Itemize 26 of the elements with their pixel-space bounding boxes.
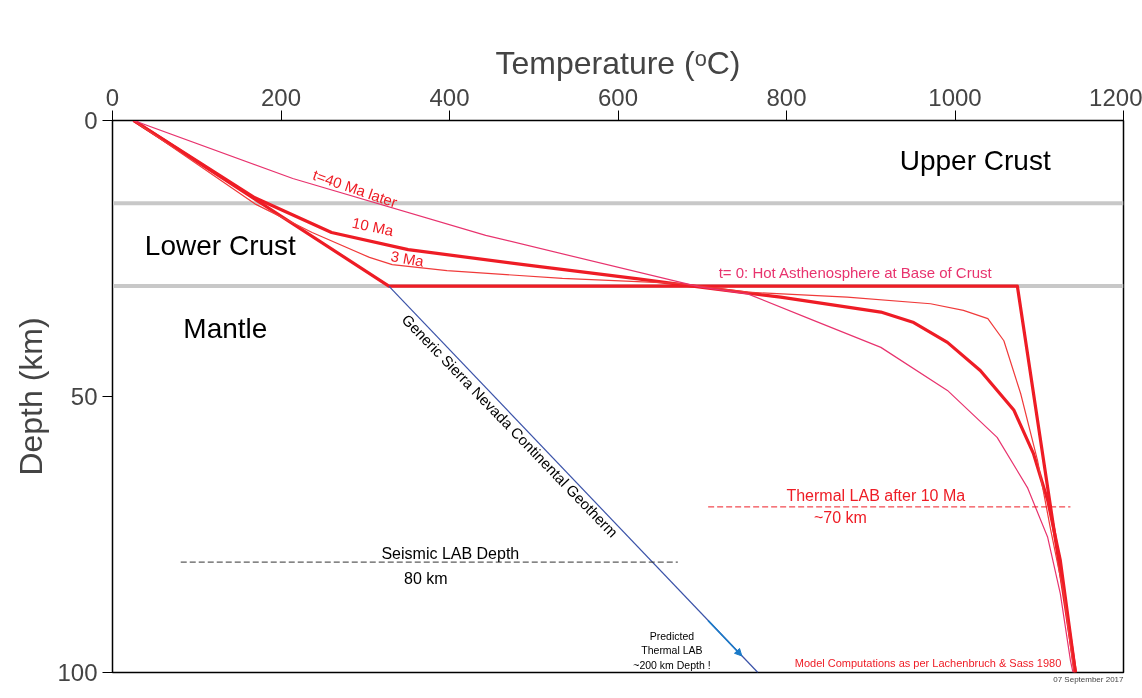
y-tick-label: 0 xyxy=(84,107,98,134)
annotation: t=40 Ma later xyxy=(310,166,400,211)
x-tick-label: 400 xyxy=(429,83,470,111)
annotation: Predicted Thermal LAB ~200 km Depth ! xyxy=(633,630,711,671)
annotation: 80 km xyxy=(404,570,448,588)
text: 07 September 2017 xyxy=(1053,674,1125,684)
annotation: Mantle xyxy=(183,313,268,345)
x-axis-title: Temperature (ᵒC) xyxy=(495,44,741,81)
annotation: Thermal LAB after 10 Ma xyxy=(786,487,966,505)
x-tick-label: 0 xyxy=(105,83,120,111)
annotation: 3 Ma xyxy=(389,247,426,270)
annotation: Model Computations as per Lachenbruch & Sass 1980 xyxy=(794,656,1062,669)
x-tick-label: 1200 xyxy=(1089,83,1142,111)
annotation: t= 0: Hot Asthenosphere at Base of Crust xyxy=(718,263,993,281)
annotation: Seismic LAB Depth xyxy=(381,544,520,562)
annotation: Lower Crust xyxy=(144,229,297,261)
x-tick-label: 200 xyxy=(260,83,302,111)
y-tick-label: 50 xyxy=(70,383,98,410)
y-axis-title: Depth (km) xyxy=(13,317,50,476)
x-tick-label: 600 xyxy=(597,83,639,111)
x-tick-label: 1000 xyxy=(928,83,982,111)
annotation: Upper Crust xyxy=(899,144,1051,176)
annotation: ~70 km xyxy=(813,509,867,527)
x-tick-label: 800 xyxy=(766,83,807,111)
annotation: 10 Ma xyxy=(350,213,396,240)
y-tick-label: 100 xyxy=(57,659,98,686)
